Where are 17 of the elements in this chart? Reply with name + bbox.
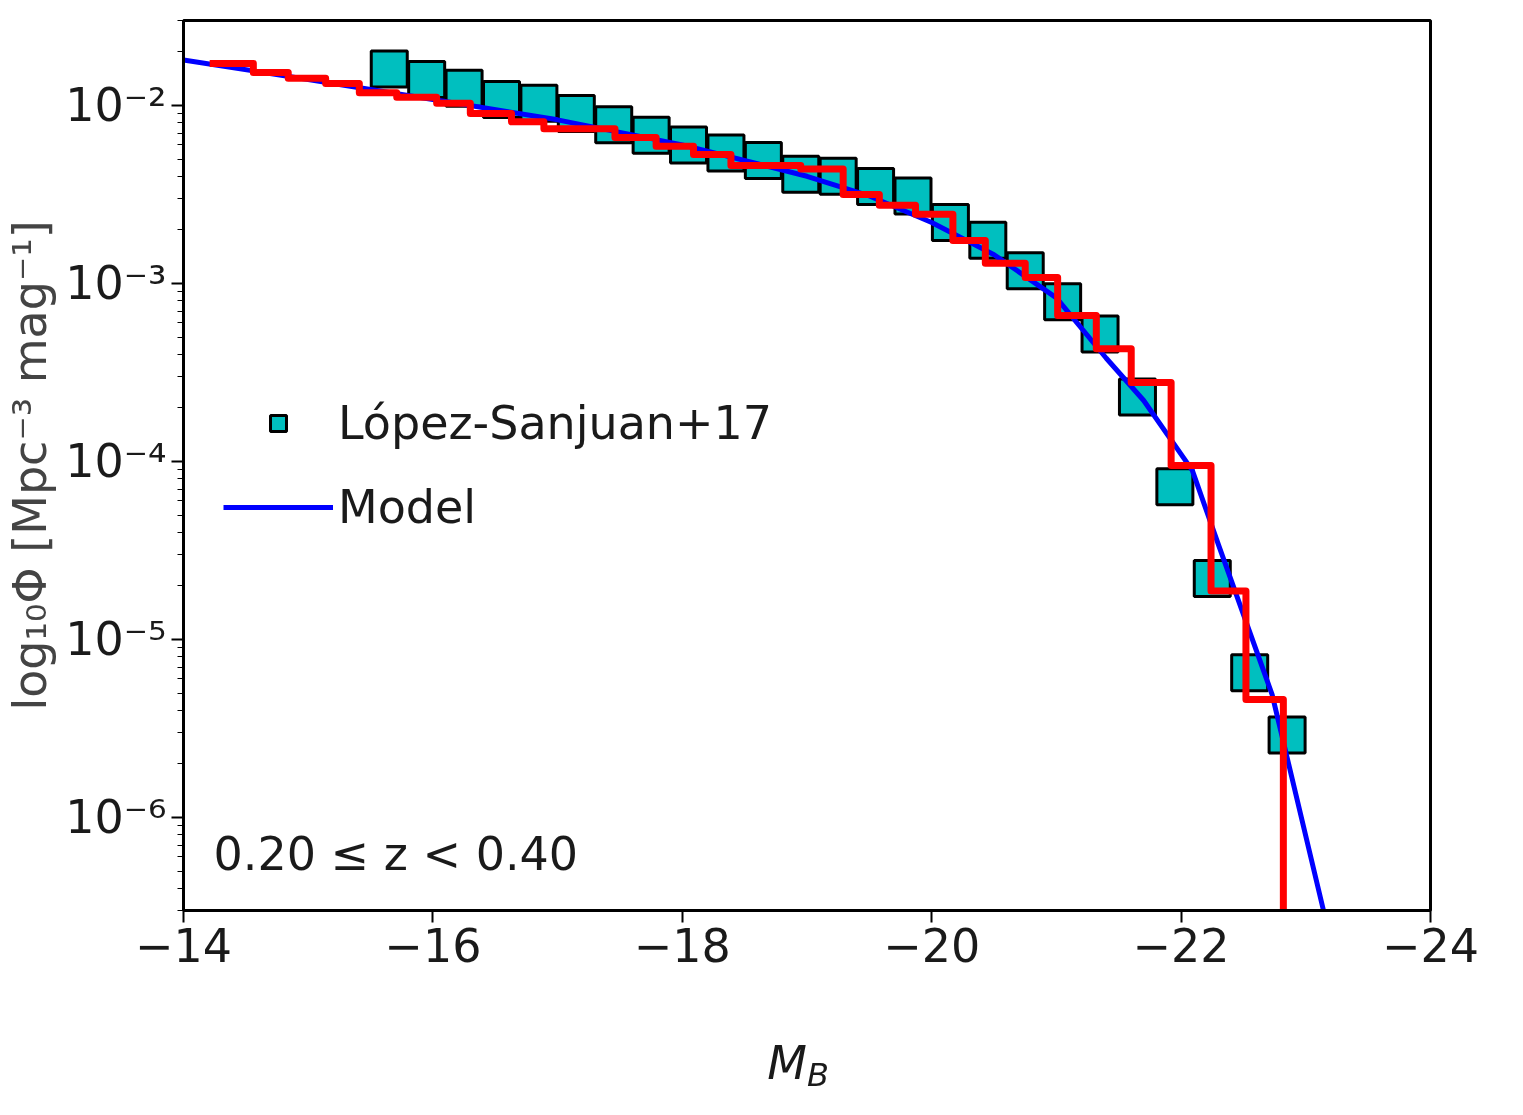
x-tick-label: −14 xyxy=(134,918,233,973)
x-tick-label: −20 xyxy=(883,918,981,973)
point xyxy=(1155,467,1195,507)
y-tick-label: 10⁻⁴ xyxy=(65,434,167,489)
x-tick-label: −24 xyxy=(1381,918,1480,973)
point xyxy=(369,49,409,89)
y-tick-label: 10⁻⁵ xyxy=(65,612,167,667)
x-tick-label: −16 xyxy=(384,918,482,973)
y-tick-label: 10⁻³ xyxy=(65,256,167,311)
x-tick-label: −18 xyxy=(633,918,731,973)
x-tick-label: −22 xyxy=(1132,918,1230,973)
y-tick-label: 10⁻² xyxy=(65,78,167,133)
y-axis-title: log₁₀Φ [Mpc⁻³ mag⁻¹] xyxy=(3,220,58,711)
legend-label: López-Sanjuan+17 xyxy=(338,396,773,450)
y-tick-label: 10⁻⁶ xyxy=(65,790,167,845)
annotation: 0.20 ≤ z < 0.40 xyxy=(213,826,579,881)
legend-label: Model xyxy=(338,480,477,534)
